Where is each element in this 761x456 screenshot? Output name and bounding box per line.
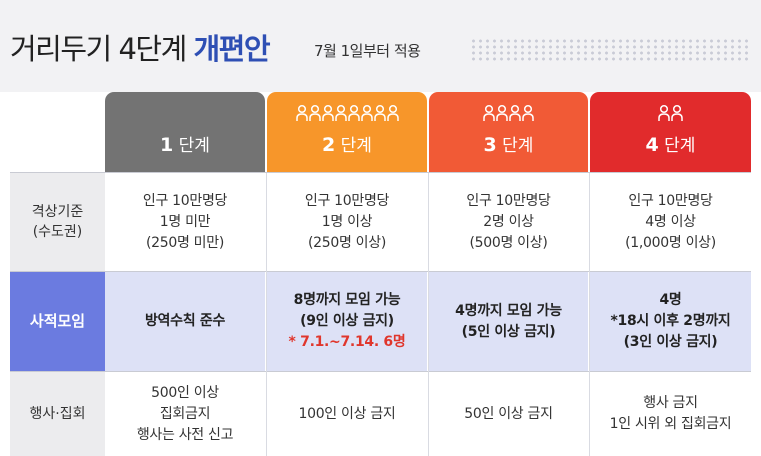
level-number: 2 [322, 134, 336, 156]
cell-escalation-criteria-level-3: 인구 10만명당 2명 이상 (500명 이상) [429, 173, 588, 271]
person-icon [509, 104, 521, 121]
cell-line: 행사 금지 [643, 395, 698, 411]
cell-line: 1인 시위 외 집회금지 [609, 416, 732, 432]
row-divider [10, 271, 751, 272]
level-4-header: 4 단계 [590, 92, 751, 172]
cell-private-gathering-level-3: 4명까지 모임 가능 (5인 이상 금지) [429, 272, 588, 371]
cell-private-gathering-level-2: 8명까지 모임 가능 (9인 이상 금지) * 7.1.~7.14. 6명 [267, 272, 427, 371]
column-divider [266, 173, 267, 456]
level-number: 4 [645, 134, 659, 156]
cell-events-assembly-level-4: 행사 금지 1인 시위 외 집회금지 [590, 372, 751, 456]
cell-events-assembly-level-3: 50인 이상 금지 [429, 372, 588, 456]
cell-note: * 7.1.~7.14. 6명 [288, 334, 406, 350]
column-divider [589, 173, 590, 456]
people-icons [590, 104, 751, 122]
cell-line: (250명 이상) [307, 234, 387, 251]
header-band: 거리두기 4단계 개편안 7월 1일부터 적용 [0, 0, 761, 92]
cell-line: 100인 이상 금지 [298, 405, 396, 422]
person-icon [386, 104, 399, 121]
cell-line: 1명 미만 [159, 213, 211, 230]
person-icon [373, 104, 386, 121]
dot-pattern-decoration [470, 38, 750, 62]
cell-line: (1,000명 이상) [625, 234, 716, 251]
cell-line: 4명까지 모임 가능 [455, 302, 562, 319]
page-subtitle: 7월 1일부터 적용 [314, 42, 421, 60]
cell-line: (500명 이상) [469, 234, 548, 251]
person-icon [308, 104, 321, 121]
level-label: 4 단계 [590, 131, 751, 156]
cell-line: 2명 이상 [483, 213, 534, 230]
row-label-private-gathering: 사적모임 [10, 272, 105, 371]
cell-line: 방역수칙 준수 [144, 313, 226, 329]
cell-line: 8명까지 모임 가능 [293, 292, 401, 308]
level-text: 단계 [658, 136, 696, 156]
person-icon [671, 104, 683, 121]
level-2-header: 2 단계 [267, 92, 427, 172]
people-icons [267, 104, 427, 122]
column-divider [428, 173, 429, 456]
level-label: 2 단계 [267, 131, 427, 156]
cell-line: 인구 10만명당 [142, 192, 228, 209]
cell-line: 행사는 사전 신고 [136, 426, 234, 443]
level-number: 3 [483, 134, 497, 156]
row-label-events-assembly: 행사·집회 [10, 372, 105, 456]
cell-line: 집회금지 [159, 405, 211, 422]
page-title: 거리두기 4단계 개편안 [10, 26, 271, 68]
person-icon [321, 104, 334, 121]
level-text: 단계 [173, 136, 210, 156]
cell-line: 50인 이상 금지 [464, 405, 553, 422]
cell-line: 4명 [659, 292, 682, 308]
title-accent: 개편안 [193, 32, 270, 66]
level-text: 단계 [335, 136, 372, 156]
cell-escalation-criteria-level-1: 인구 10만명당 1명 미만 (250명 미만) [105, 173, 265, 271]
people-icons [429, 104, 588, 122]
person-icon [658, 104, 670, 121]
row-label-escalation-criteria: 격상기준 (수도권) [10, 173, 105, 271]
cell-private-gathering-level-1: 방역수칙 준수 [105, 272, 265, 371]
person-icon [347, 104, 360, 121]
title-main: 거리두기 4단계 [10, 32, 187, 66]
cell-line: 인구 10만명당 [628, 192, 713, 209]
level-label: 1 단계 [105, 131, 265, 156]
cell-line: 4명 이상 [645, 213, 696, 230]
person-icon [496, 104, 508, 121]
row-divider [10, 172, 751, 173]
level-1-header: 1 단계 [105, 92, 265, 172]
cell-escalation-criteria-level-2: 인구 10만명당 1명 이상 (250명 이상) [267, 173, 427, 271]
cell-private-gathering-level-4: 4명 *18시 이후 2명까지 (3인 이상 금지) [590, 272, 751, 371]
cell-line: 인구 10만명당 [466, 192, 551, 209]
level-3-header: 3 단계 [429, 92, 588, 172]
level-label: 3 단계 [429, 131, 588, 156]
person-icon [295, 104, 308, 121]
person-icon [483, 104, 495, 121]
cell-line: *18시 이후 2명까지 [610, 313, 731, 329]
cell-line: (250명 미만) [145, 234, 225, 251]
cell-line: 1명 이상 [321, 213, 373, 230]
level-text: 단계 [496, 136, 534, 156]
cell-line: (9인 이상 금지) [300, 313, 394, 329]
level-number: 1 [160, 134, 174, 156]
person-icon [360, 104, 373, 121]
cell-line: (5인 이상 금지) [461, 323, 556, 340]
person-icon [334, 104, 347, 121]
cell-line: (3인 이상 금지) [623, 334, 718, 350]
cell-events-assembly-level-2: 100인 이상 금지 [267, 372, 427, 456]
person-icon [522, 104, 534, 121]
cell-line: 인구 10만명당 [304, 192, 390, 209]
cell-escalation-criteria-level-4: 인구 10만명당 4명 이상 (1,000명 이상) [590, 173, 751, 271]
cell-line: 500인 이상 [151, 384, 219, 401]
row-divider [10, 371, 751, 372]
